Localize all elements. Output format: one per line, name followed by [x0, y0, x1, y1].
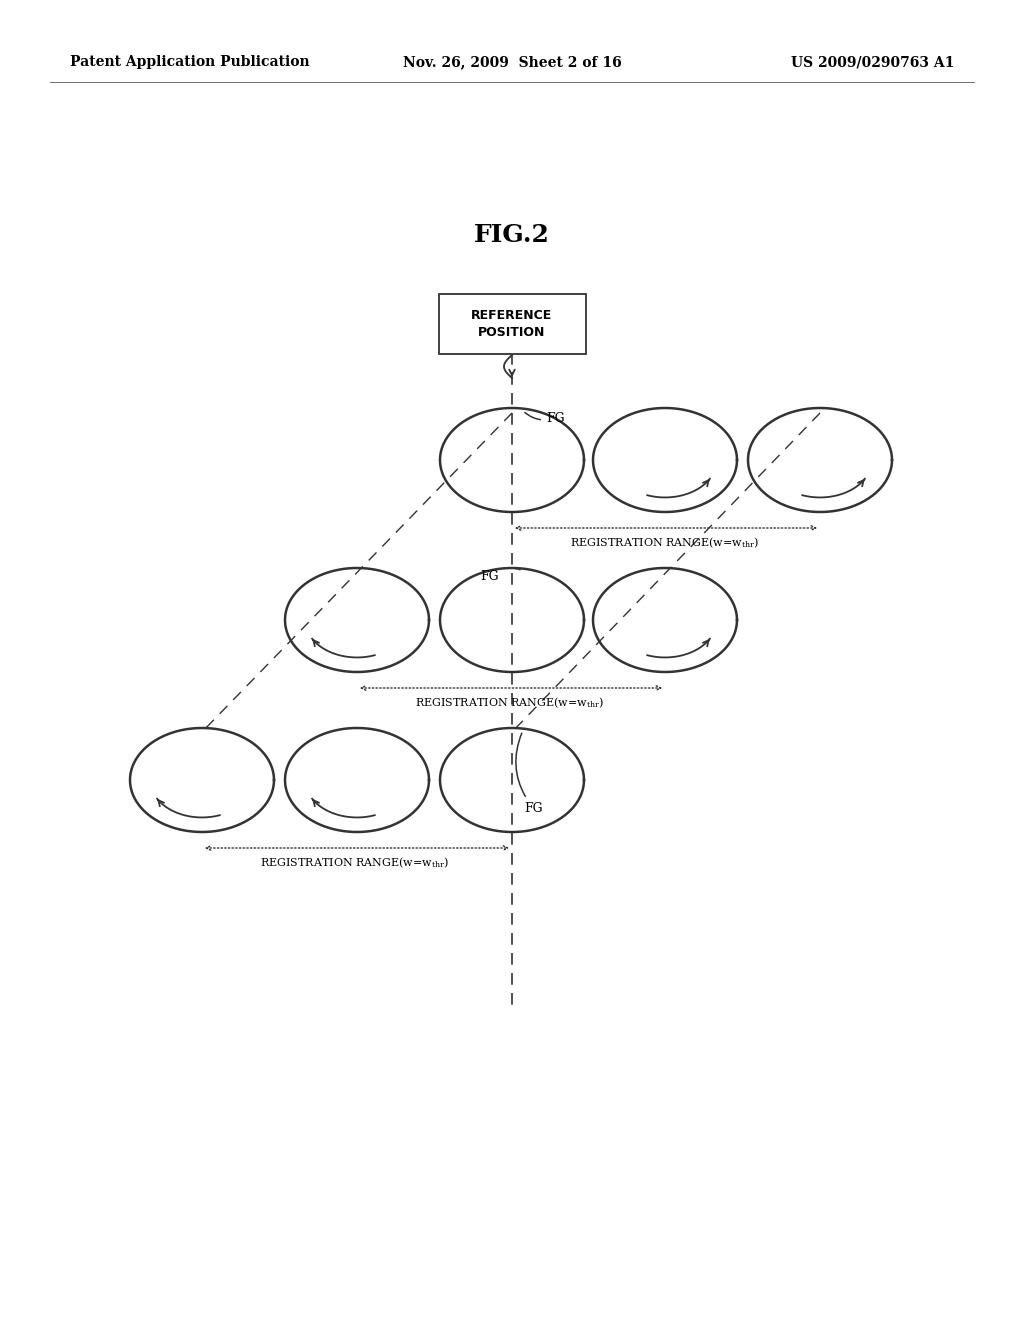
Text: FG: FG [480, 568, 520, 582]
Text: REGISTRATION RANGE(w=w$_{\mathregular{thr}}$): REGISTRATION RANGE(w=w$_{\mathregular{th… [570, 535, 760, 549]
Text: Patent Application Publication: Patent Application Publication [70, 55, 309, 69]
Text: Nov. 26, 2009  Sheet 2 of 16: Nov. 26, 2009 Sheet 2 of 16 [402, 55, 622, 69]
Text: REGISTRATION RANGE(w=w$_{\mathregular{thr}}$): REGISTRATION RANGE(w=w$_{\mathregular{th… [260, 855, 450, 870]
Text: REGISTRATION RANGE(w=w$_{\mathregular{thr}}$): REGISTRATION RANGE(w=w$_{\mathregular{th… [416, 696, 604, 710]
Text: REFERENCE
POSITION: REFERENCE POSITION [471, 309, 553, 339]
Text: US 2009/0290763 A1: US 2009/0290763 A1 [791, 55, 954, 69]
Text: FG: FG [525, 412, 564, 425]
FancyBboxPatch shape [438, 294, 586, 354]
Text: FIG.2: FIG.2 [474, 223, 550, 247]
Text: FG: FG [516, 733, 543, 814]
